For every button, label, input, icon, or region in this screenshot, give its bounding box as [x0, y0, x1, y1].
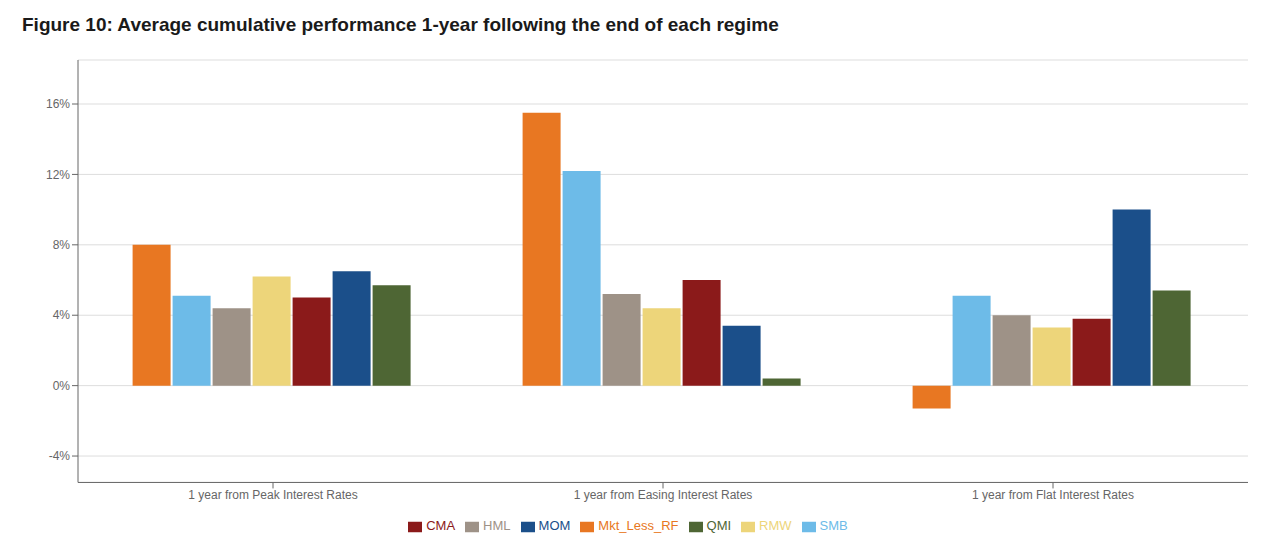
svg-text:-4%: -4%	[49, 449, 71, 463]
html-text:Mkt_Less_RF: Mkt_Less_RF	[598, 518, 679, 534]
svg-text:16%: 16%	[46, 97, 70, 111]
svg-text:1 year from Peak Interest Rate: 1 year from Peak Interest Rates	[188, 488, 357, 502]
html-text:CMA: CMA	[426, 518, 456, 534]
html-text:MOM: MOM	[538, 518, 571, 534]
html-text:RMW: RMW	[759, 518, 792, 534]
svg-text:8%: 8%	[53, 238, 71, 252]
html-text:Figure 10: Average cumulative: Figure 10: Average cumulative performanc…	[22, 14, 779, 35]
svg-text:12%: 12%	[46, 168, 70, 182]
svg-text:4%: 4%	[53, 308, 71, 322]
html-text:SMB: SMB	[819, 518, 848, 534]
svg-text:0%: 0%	[53, 379, 71, 393]
html-text:QMI: QMI	[706, 518, 732, 534]
svg-text:1 year from Easing Interest Ra: 1 year from Easing Interest Rates	[574, 488, 753, 502]
html-text:HML: HML	[483, 518, 511, 534]
svg-text:1 year from Flat Interest Rate: 1 year from Flat Interest Rates	[972, 488, 1134, 502]
